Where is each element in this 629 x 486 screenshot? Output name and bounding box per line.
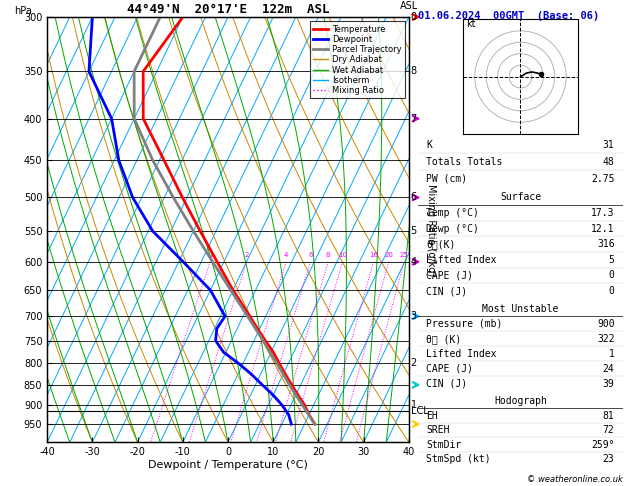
Text: 316: 316 — [597, 239, 615, 249]
Text: CIN (J): CIN (J) — [426, 286, 467, 296]
Text: 8: 8 — [326, 252, 330, 259]
Text: 24: 24 — [603, 364, 615, 374]
Text: CAPE (J): CAPE (J) — [426, 364, 474, 374]
Text: 23: 23 — [603, 454, 615, 464]
Title: 44°49'N  20°17'E  122m  ASL: 44°49'N 20°17'E 122m ASL — [127, 3, 329, 16]
Text: 72: 72 — [603, 425, 615, 435]
Text: 01.06.2024  00GMT  (Base: 06): 01.06.2024 00GMT (Base: 06) — [418, 11, 599, 21]
Text: 0: 0 — [609, 270, 615, 280]
Text: 2: 2 — [411, 359, 417, 368]
Text: 1: 1 — [208, 252, 213, 259]
Text: Totals Totals: Totals Totals — [426, 156, 503, 167]
Text: CIN (J): CIN (J) — [426, 379, 467, 389]
Text: 259°: 259° — [591, 440, 615, 450]
Text: 7: 7 — [411, 114, 417, 123]
Text: 1: 1 — [411, 400, 417, 410]
Y-axis label: Mixing Ratio (g/kg): Mixing Ratio (g/kg) — [425, 184, 435, 276]
Text: kt: kt — [465, 19, 475, 30]
Text: 5: 5 — [609, 255, 615, 265]
Text: Most Unstable: Most Unstable — [482, 304, 559, 314]
Text: hPa: hPa — [14, 6, 33, 16]
Text: Pressure (mb): Pressure (mb) — [426, 319, 503, 329]
Text: 10: 10 — [338, 252, 347, 259]
Text: 6: 6 — [411, 192, 417, 203]
Text: km
ASL: km ASL — [399, 0, 418, 11]
Text: Dewp (°C): Dewp (°C) — [426, 224, 479, 234]
Text: K: K — [426, 139, 432, 150]
Text: 0: 0 — [411, 12, 417, 22]
Text: 900: 900 — [597, 319, 615, 329]
Text: Temp (°C): Temp (°C) — [426, 208, 479, 218]
Text: 0: 0 — [609, 286, 615, 296]
Text: 12.1: 12.1 — [591, 224, 615, 234]
Text: PW (cm): PW (cm) — [426, 174, 467, 184]
Text: 81: 81 — [603, 411, 615, 420]
Legend: Temperature, Dewpoint, Parcel Trajectory, Dry Adiabat, Wet Adiabat, Isotherm, Mi: Temperature, Dewpoint, Parcel Trajectory… — [310, 21, 404, 98]
Text: 6: 6 — [308, 252, 313, 259]
Text: 25: 25 — [400, 252, 409, 259]
Text: EH: EH — [426, 411, 438, 420]
Text: 3: 3 — [411, 311, 417, 321]
Text: © weatheronline.co.uk: © weatheronline.co.uk — [527, 474, 623, 484]
Text: θᴄ(K): θᴄ(K) — [426, 239, 456, 249]
Text: θᴄ (K): θᴄ (K) — [426, 334, 462, 344]
Text: 31: 31 — [603, 139, 615, 150]
Text: 2: 2 — [245, 252, 249, 259]
Text: Lifted Index: Lifted Index — [426, 349, 497, 359]
Text: 48: 48 — [603, 156, 615, 167]
Text: Surface: Surface — [500, 192, 541, 202]
Text: 17.3: 17.3 — [591, 208, 615, 218]
Text: 16: 16 — [369, 252, 378, 259]
Text: Hodograph: Hodograph — [494, 396, 547, 406]
Text: 5: 5 — [411, 226, 417, 236]
Text: 2.75: 2.75 — [591, 174, 615, 184]
Text: 322: 322 — [597, 334, 615, 344]
Text: CAPE (J): CAPE (J) — [426, 270, 474, 280]
Text: LCL: LCL — [411, 406, 428, 416]
Text: StmDir: StmDir — [426, 440, 462, 450]
Text: 4: 4 — [284, 252, 288, 259]
Text: 39: 39 — [603, 379, 615, 389]
Text: 20: 20 — [384, 252, 393, 259]
Text: StmSpd (kt): StmSpd (kt) — [426, 454, 491, 464]
Text: 1: 1 — [609, 349, 615, 359]
Text: Lifted Index: Lifted Index — [426, 255, 497, 265]
Text: 4: 4 — [411, 257, 417, 267]
Text: 8: 8 — [411, 67, 417, 76]
Text: SREH: SREH — [426, 425, 450, 435]
X-axis label: Dewpoint / Temperature (°C): Dewpoint / Temperature (°C) — [148, 460, 308, 470]
